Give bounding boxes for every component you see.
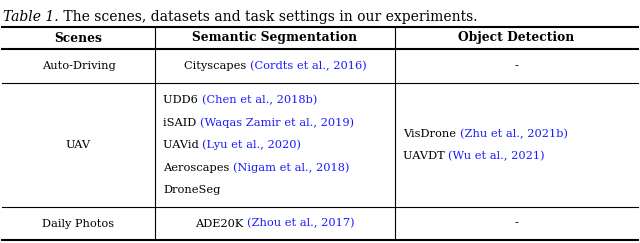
- Text: (Chen et al., 2018b): (Chen et al., 2018b): [202, 95, 317, 105]
- Text: Object Detection: Object Detection: [458, 32, 575, 44]
- Text: DroneSeg: DroneSeg: [163, 185, 220, 195]
- Text: Aeroscapes: Aeroscapes: [163, 163, 233, 173]
- Text: (Zhu et al., 2021b): (Zhu et al., 2021b): [460, 129, 568, 139]
- Text: UAVDT: UAVDT: [403, 151, 449, 161]
- Text: Auto-Driving: Auto-Driving: [42, 61, 115, 71]
- Text: -: -: [515, 218, 518, 228]
- Text: Cityscapes: Cityscapes: [184, 61, 250, 71]
- Text: (Waqas Zamir et al., 2019): (Waqas Zamir et al., 2019): [200, 117, 354, 128]
- Text: (Cordts et al., 2016): (Cordts et al., 2016): [250, 61, 366, 71]
- Text: Semantic Segmentation: Semantic Segmentation: [193, 32, 358, 44]
- Text: ADE20K: ADE20K: [195, 218, 247, 228]
- Text: (Zhou et al., 2017): (Zhou et al., 2017): [247, 218, 355, 229]
- Text: Table 1.: Table 1.: [3, 10, 59, 24]
- Text: iSAID: iSAID: [163, 118, 200, 128]
- Text: UAV: UAV: [66, 140, 91, 150]
- Text: UDD6: UDD6: [163, 95, 202, 105]
- Text: Daily Photos: Daily Photos: [42, 218, 115, 228]
- Text: (Lyu et al., 2020): (Lyu et al., 2020): [202, 140, 301, 150]
- Text: UAVid: UAVid: [163, 140, 202, 150]
- Text: VisDrone: VisDrone: [403, 129, 460, 139]
- Text: The scenes, datasets and task settings in our experiments.: The scenes, datasets and task settings i…: [59, 10, 477, 24]
- Text: (Nigam et al., 2018): (Nigam et al., 2018): [233, 162, 349, 173]
- Text: Scenes: Scenes: [54, 32, 102, 44]
- Text: (Wu et al., 2021): (Wu et al., 2021): [449, 151, 545, 161]
- Text: -: -: [515, 61, 518, 71]
